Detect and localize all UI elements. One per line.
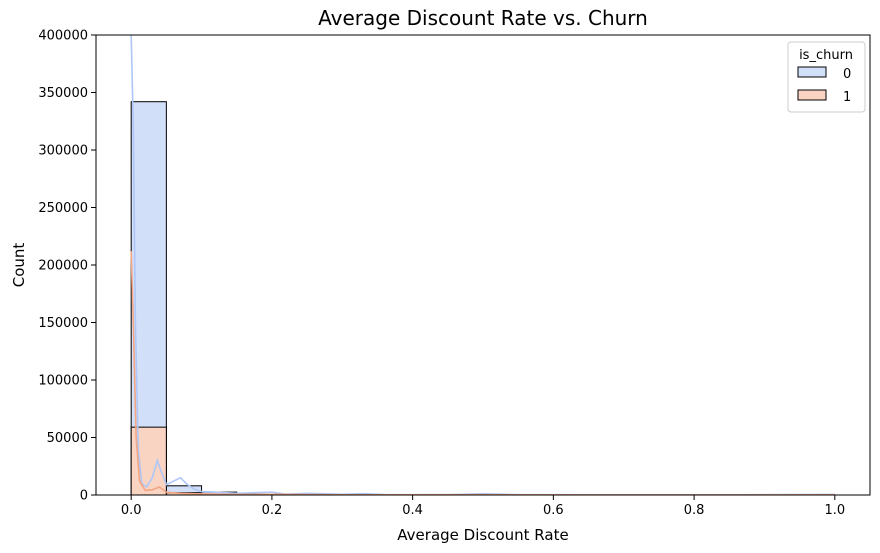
y-tick-label-1: 50000 bbox=[47, 431, 88, 446]
y-tick-label-5: 250000 bbox=[38, 201, 88, 216]
plot-area: 0.0 0.2 0.4 0.6 0.8 1.0 0 50000 100000 150000 2000… bbox=[38, 29, 871, 518]
y-tick-label-4: 200000 bbox=[38, 259, 88, 274]
axes-frame bbox=[95, 34, 871, 496]
y-tick-label-8: 400000 bbox=[38, 29, 88, 44]
legend-label-1: 1 bbox=[843, 90, 851, 105]
y-axis-label: Count bbox=[10, 243, 28, 288]
x-tick-label-1: 0.2 bbox=[262, 503, 283, 518]
kde-line-series-1 bbox=[130, 251, 835, 495]
y-tick-label-6: 300000 bbox=[38, 144, 88, 159]
x-tick-label-5: 1.0 bbox=[824, 503, 845, 518]
y-tick-label-0: 0 bbox=[80, 489, 88, 504]
y-tick-label-2: 100000 bbox=[38, 374, 88, 389]
y-tick-label-3: 150000 bbox=[38, 316, 88, 331]
x-tick-label-4: 0.8 bbox=[684, 503, 705, 518]
legend-label-0: 0 bbox=[843, 67, 851, 82]
y-tick-label-7: 350000 bbox=[38, 86, 88, 101]
legend-title: is_churn bbox=[799, 48, 853, 63]
chart-title: Average Discount Rate vs. Churn bbox=[318, 6, 648, 30]
legend: is_churn 0 1 bbox=[787, 41, 866, 113]
x-tick-label-2: 0.4 bbox=[402, 503, 423, 518]
x-tick-label-0: 0.0 bbox=[121, 503, 142, 518]
x-tick-label-3: 0.6 bbox=[543, 503, 564, 518]
legend-swatch-1 bbox=[797, 89, 827, 101]
kde-line-series-0 bbox=[130, 35, 835, 495]
x-axis-label: Average Discount Rate bbox=[397, 526, 568, 544]
bars-group bbox=[130, 35, 836, 495]
legend-swatch-0 bbox=[797, 66, 827, 78]
